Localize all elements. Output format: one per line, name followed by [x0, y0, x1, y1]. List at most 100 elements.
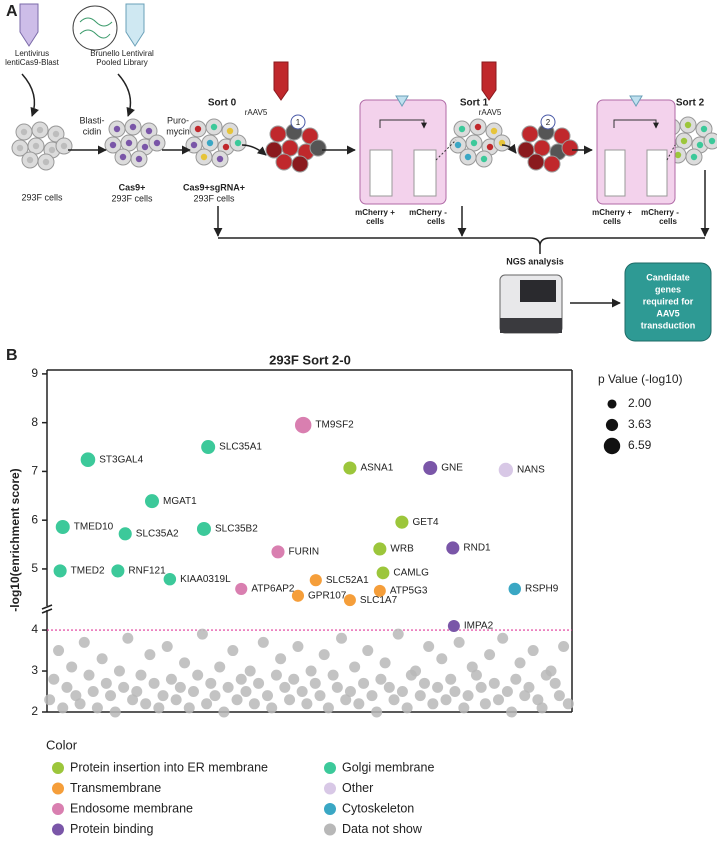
- tube: [19, 3, 39, 47]
- arrow: [117, 73, 135, 117]
- nucleus: [194, 125, 202, 133]
- point: [506, 706, 518, 718]
- point: [309, 677, 321, 689]
- point: [331, 681, 343, 693]
- point-label: GPR107: [308, 590, 347, 601]
- point-label: ATP6AP2: [251, 584, 295, 595]
- nozzle: [629, 95, 643, 107]
- point: [322, 702, 334, 714]
- point: [240, 686, 252, 698]
- point: [349, 661, 361, 673]
- legend-dot: [324, 762, 336, 774]
- point: [314, 690, 326, 702]
- label: Cas9+: [119, 182, 146, 192]
- point: [309, 574, 322, 587]
- point: [205, 677, 217, 689]
- point: [257, 636, 269, 648]
- point-label: KIAA0319L: [180, 574, 231, 585]
- point: [545, 665, 557, 677]
- point: [135, 669, 147, 681]
- sequencer-base: [500, 318, 562, 333]
- point-label: NANS: [517, 465, 545, 476]
- point: [523, 681, 535, 693]
- point: [113, 665, 125, 677]
- point: [109, 706, 121, 718]
- legend-dot: [324, 823, 336, 836]
- point: [271, 545, 285, 559]
- point: [553, 690, 565, 702]
- label: NGS analysis: [506, 256, 564, 266]
- point: [53, 645, 65, 657]
- point: [87, 686, 99, 698]
- point: [493, 694, 504, 706]
- point: [279, 681, 291, 693]
- panel-label: A: [6, 3, 18, 20]
- point: [148, 677, 160, 689]
- point: [153, 702, 165, 714]
- point: [510, 673, 522, 685]
- y-tick-label: 7: [31, 464, 38, 478]
- point: [466, 661, 478, 673]
- cell: [275, 153, 293, 171]
- point: [163, 572, 177, 586]
- y-tick-label: 8: [31, 415, 38, 429]
- nucleus: [454, 141, 462, 149]
- y-tick-label: 5: [31, 561, 38, 575]
- point: [432, 681, 444, 693]
- size-legend-label: 6.59: [628, 438, 652, 452]
- nucleus: [36, 126, 44, 134]
- point: [379, 657, 391, 669]
- point: [161, 640, 173, 652]
- point-label: WRB: [390, 544, 414, 555]
- point: [55, 519, 70, 535]
- size-legend-dot: [607, 399, 617, 409]
- legend-dot: [52, 803, 64, 815]
- point: [375, 673, 387, 685]
- label: Lentivirus: [15, 49, 49, 58]
- label: 293F cells: [193, 193, 235, 203]
- point: [183, 702, 195, 714]
- cell: [291, 155, 309, 173]
- point: [343, 461, 357, 475]
- nucleus: [48, 146, 56, 154]
- dna: [79, 17, 113, 39]
- point: [66, 661, 78, 673]
- arrow: [241, 144, 267, 156]
- arrow: [379, 119, 427, 129]
- point: [353, 698, 365, 710]
- point: [497, 632, 509, 644]
- connector: [666, 144, 676, 161]
- point: [362, 645, 374, 657]
- panel-a: A Lentivirus lentiCas9-Blast Brunello Le…: [5, 3, 717, 342]
- point: [292, 640, 304, 652]
- nucleus: [690, 153, 698, 161]
- point: [44, 694, 56, 706]
- point: [301, 698, 313, 710]
- point: [170, 694, 182, 706]
- point-label: GNE: [441, 463, 463, 474]
- size-legend-dot: [605, 418, 619, 432]
- nucleus: [119, 153, 127, 161]
- point: [445, 673, 457, 685]
- nucleus: [708, 137, 716, 145]
- cell: [301, 127, 319, 145]
- nucleus: [113, 125, 121, 133]
- plot: 2 3 4 5 6 7 8 9 RSPH9 NANS ST3GAL4 SLC35A1 MGAT1 TMED…: [31, 366, 682, 836]
- y-tick-label: 2: [31, 704, 38, 718]
- label: cidin: [83, 126, 102, 136]
- point-label: SLC35A1: [219, 442, 262, 453]
- point: [144, 649, 156, 661]
- point-label: TM9SF2: [315, 420, 354, 431]
- label: mCherry -: [409, 208, 447, 217]
- label: AAV5: [656, 308, 679, 318]
- point: [508, 582, 522, 596]
- screen: [520, 280, 556, 302]
- cell: [521, 125, 539, 143]
- point: [61, 681, 73, 693]
- cell: [543, 155, 561, 173]
- axis-break: [41, 608, 53, 614]
- label: Sort 2: [676, 98, 705, 109]
- point: [248, 698, 260, 710]
- bracket: [218, 237, 705, 247]
- plasmid-pool: [72, 5, 118, 51]
